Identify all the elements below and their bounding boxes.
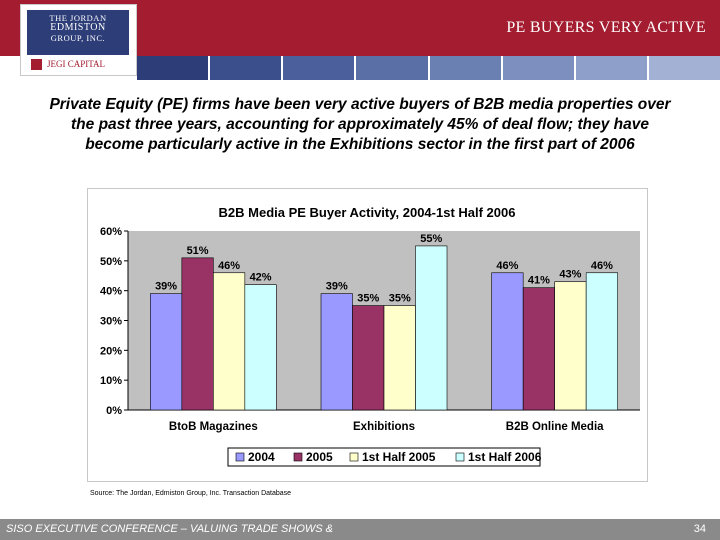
data-label: 35% bbox=[389, 293, 411, 305]
bar bbox=[352, 305, 385, 411]
bar bbox=[150, 293, 183, 411]
y-tick-label: 10% bbox=[100, 375, 122, 387]
bar bbox=[320, 293, 353, 411]
header-stripe-block bbox=[502, 56, 574, 80]
header-stripe-block bbox=[648, 56, 720, 80]
y-tick-label: 30% bbox=[100, 316, 122, 328]
legend-swatch bbox=[293, 452, 303, 462]
header-stripe-block bbox=[356, 56, 428, 80]
data-label: 46% bbox=[218, 260, 240, 272]
y-tick-label: 60% bbox=[100, 226, 122, 238]
bar bbox=[415, 245, 448, 411]
data-label: 43% bbox=[559, 269, 581, 281]
bar bbox=[383, 305, 416, 411]
legend-label: 1st Half 2005 bbox=[362, 450, 436, 464]
data-label: 46% bbox=[591, 260, 613, 272]
data-label: 35% bbox=[357, 293, 379, 305]
bar bbox=[181, 257, 214, 411]
y-tick-label: 40% bbox=[100, 286, 122, 298]
logo-wordmark: THE JORDAN EDMISTON GROUP, INC. bbox=[27, 10, 129, 55]
data-label: 42% bbox=[250, 272, 272, 284]
source-note: Source: The Jordan, Edmiston Group, Inc.… bbox=[90, 490, 292, 497]
data-label: 39% bbox=[155, 281, 177, 293]
header-stripe-block bbox=[210, 56, 282, 80]
bar bbox=[244, 284, 277, 411]
footer-text: SISO EXECUTIVE CONFERENCE – VALUING TRAD… bbox=[6, 523, 334, 535]
logo-subtitle: JEGI CAPITAL bbox=[47, 59, 106, 69]
page-number: 34 bbox=[693, 523, 706, 535]
logo-capital: JEGI CAPITAL bbox=[27, 58, 129, 72]
legend-label: 2005 bbox=[306, 450, 333, 464]
bar bbox=[522, 287, 555, 411]
header-stripe-block bbox=[283, 56, 355, 80]
slide-title: PE BUYERS VERY ACTIVE bbox=[506, 19, 706, 36]
legend-swatch bbox=[235, 452, 245, 462]
data-label: 55% bbox=[420, 233, 442, 245]
category-label: BtoB Magazines bbox=[169, 421, 258, 433]
category-label: B2B Online Media bbox=[506, 421, 604, 433]
intro-text: Private Equity (PE) firms have been very… bbox=[49, 96, 671, 153]
logo-line-1: THE JORDAN bbox=[49, 13, 107, 23]
bar bbox=[213, 272, 246, 411]
y-tick-label: 0% bbox=[106, 405, 122, 417]
header-stripe-block bbox=[429, 56, 501, 80]
legend-box bbox=[227, 447, 541, 467]
bar bbox=[554, 281, 587, 411]
chart-title: B2B Media PE Buyer Activity, 2004-1st Ha… bbox=[219, 205, 516, 220]
data-label: 41% bbox=[528, 275, 550, 287]
legend-swatch bbox=[455, 452, 465, 462]
bar-chart: B2B Media PE Buyer Activity, 2004-1st Ha… bbox=[100, 205, 640, 467]
data-label: 46% bbox=[496, 260, 518, 272]
logo-line-2: EDMISTON bbox=[50, 22, 106, 33]
bar bbox=[491, 272, 524, 411]
legend-label: 1st Half 2006 bbox=[468, 450, 542, 464]
category-label: Exhibitions bbox=[353, 421, 415, 433]
chart-container: B2B Media PE Buyer Activity, 2004-1st Ha… bbox=[87, 188, 648, 482]
bar bbox=[585, 272, 618, 411]
logo-mark-icon bbox=[31, 59, 42, 70]
data-label: 39% bbox=[326, 281, 348, 293]
company-logo: THE JORDAN EDMISTON GROUP, INC. JEGI CAP… bbox=[20, 4, 137, 76]
logo-line-3: GROUP, INC. bbox=[50, 33, 106, 43]
y-tick-label: 20% bbox=[100, 345, 122, 357]
legend-swatch bbox=[349, 452, 359, 462]
legend-label: 2004 bbox=[248, 450, 275, 464]
y-tick-label: 50% bbox=[100, 256, 122, 268]
header-stripe-block bbox=[137, 56, 209, 80]
data-label: 51% bbox=[187, 245, 209, 257]
footer-bar: SISO EXECUTIVE CONFERENCE – VALUING TRAD… bbox=[0, 519, 720, 540]
header-stripe-block bbox=[575, 56, 647, 80]
